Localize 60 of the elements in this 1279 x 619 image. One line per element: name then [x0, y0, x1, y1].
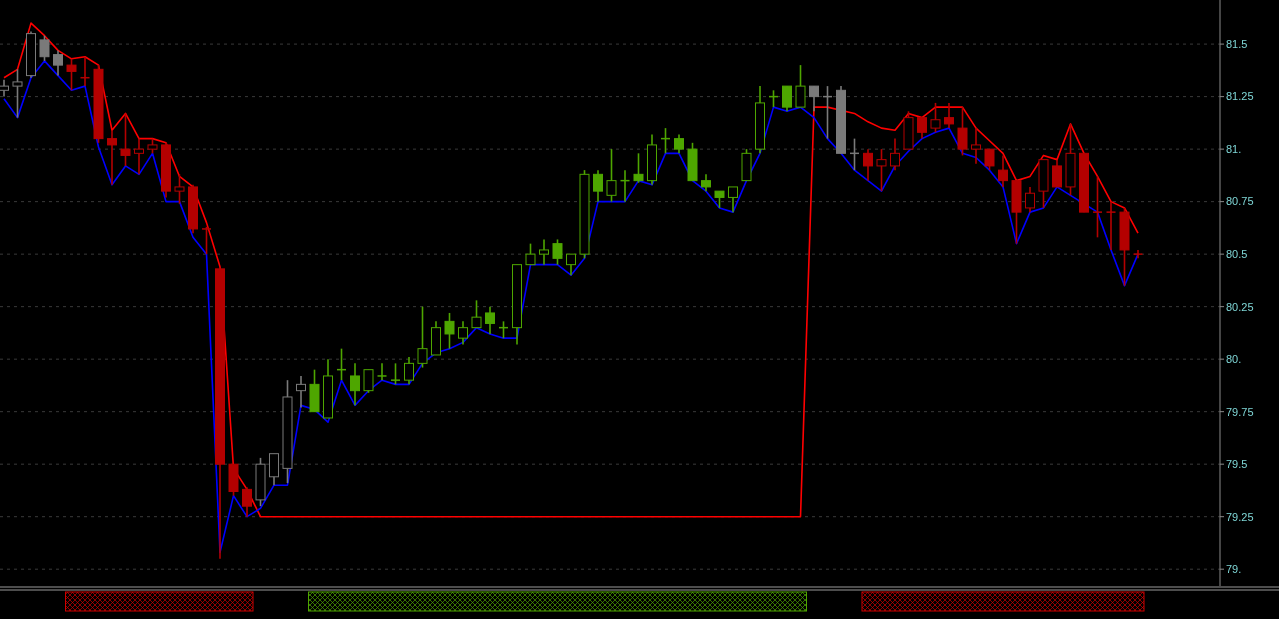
candlestick — [930, 102, 941, 134]
candlestick — [998, 154, 1008, 188]
candlestick — [390, 362, 401, 386]
y-tick-label: 80.75 — [1226, 195, 1254, 208]
candlestick — [674, 133, 684, 155]
candlestick — [728, 186, 738, 213]
candlestick — [957, 106, 968, 157]
candlestick — [1052, 158, 1062, 188]
candlestick — [134, 137, 144, 176]
candlestick — [539, 238, 549, 266]
candlestick — [971, 127, 981, 165]
candlestick — [120, 112, 131, 167]
candlestick — [417, 305, 428, 369]
y-tick-label: 81.5 — [1226, 37, 1248, 50]
candlestick — [485, 305, 495, 335]
candlestick — [890, 137, 900, 171]
candlestick — [53, 49, 63, 77]
y-tick-label: 79.75 — [1226, 405, 1254, 418]
candlestick — [444, 312, 455, 350]
candlestick — [1105, 200, 1117, 251]
candlestick — [296, 375, 306, 409]
candlestick — [606, 148, 617, 203]
candlestick — [633, 152, 644, 184]
candlestick — [917, 116, 927, 140]
candlestick — [39, 34, 50, 62]
candlestick — [552, 238, 563, 266]
y-tick-label: 79.5 — [1226, 458, 1248, 471]
candlestick — [404, 356, 414, 386]
candlestick — [944, 102, 954, 129]
candlestick — [984, 148, 995, 171]
candlestick — [201, 226, 212, 255]
candlestick — [863, 148, 873, 182]
candlestick — [809, 85, 819, 113]
candlestick — [174, 173, 185, 205]
candlestick — [12, 68, 23, 119]
candlestick — [1092, 175, 1103, 239]
candlestick — [458, 320, 468, 346]
candlestick — [376, 362, 388, 381]
candlestick — [1025, 186, 1035, 213]
candlestick — [795, 64, 806, 108]
candlestick — [525, 242, 536, 266]
y-tick-label: 81.25 — [1226, 90, 1254, 103]
candlestick — [782, 85, 792, 113]
candlestick — [471, 299, 482, 329]
y-tick-label: 80. — [1226, 353, 1242, 366]
candlestick — [593, 169, 603, 203]
y-tick-label: 80.5 — [1226, 247, 1248, 260]
y-tick-label: 79.25 — [1226, 510, 1254, 523]
candlestick — [242, 486, 252, 518]
candlestick — [269, 452, 279, 486]
candlestick — [107, 129, 117, 186]
y-tick-label: 79. — [1226, 563, 1242, 576]
y-tick-label: 80.25 — [1226, 300, 1254, 313]
candlestick — [350, 362, 360, 407]
candlestick — [363, 368, 374, 394]
candlestick — [1132, 249, 1144, 260]
y-tick-label: 81. — [1226, 142, 1242, 155]
candlestick — [566, 253, 576, 276]
candlestick — [876, 148, 887, 192]
candlestick — [66, 58, 77, 92]
